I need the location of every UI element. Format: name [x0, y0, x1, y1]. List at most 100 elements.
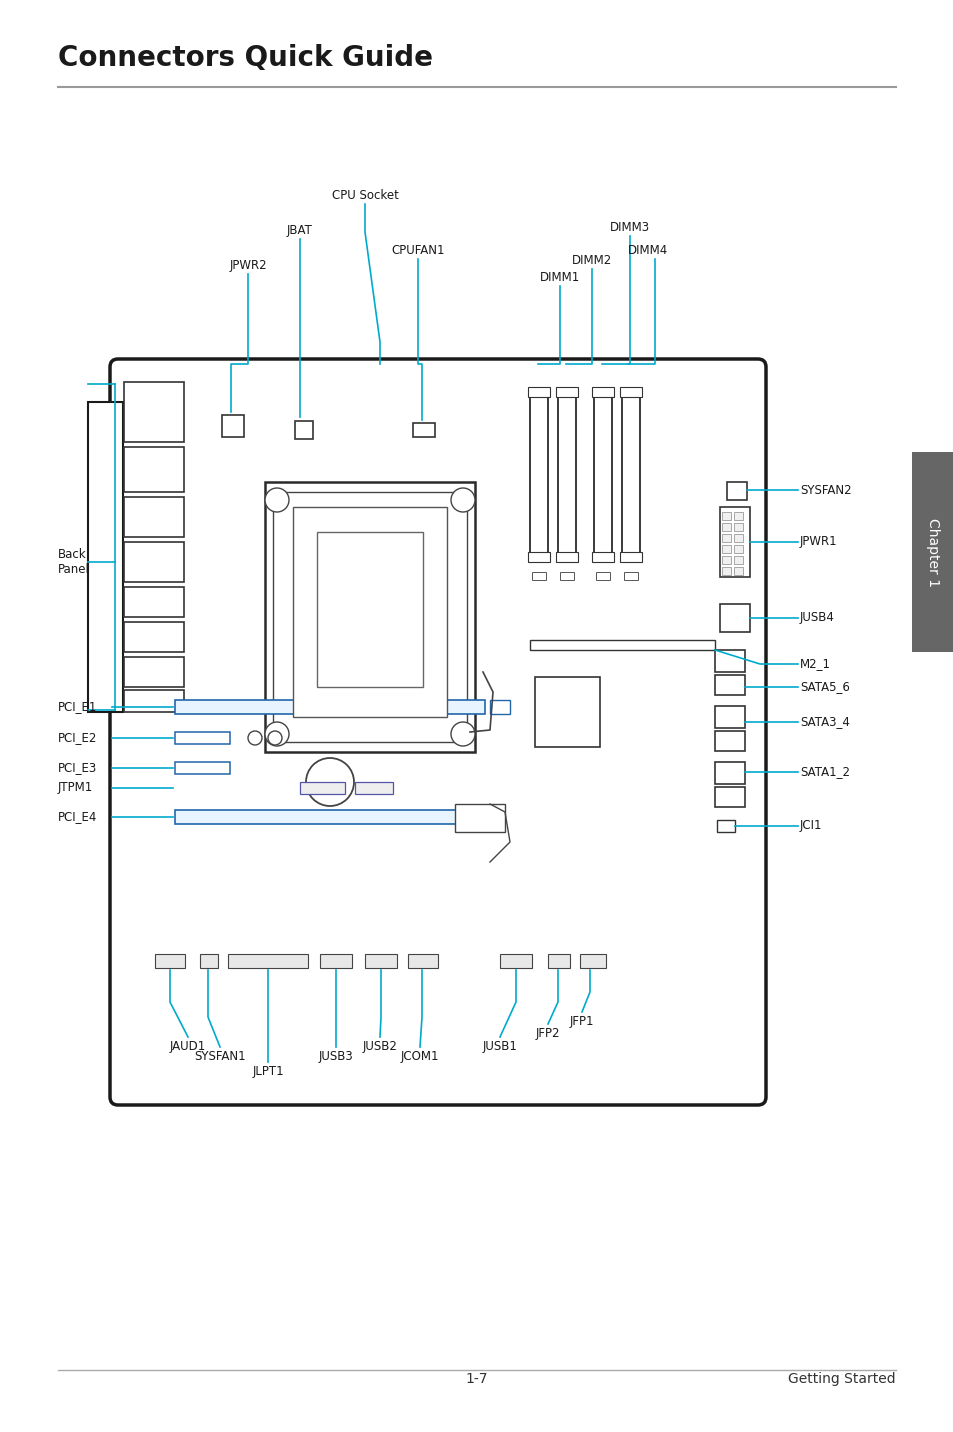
Bar	[714, 730, 744, 750]
Text: JUSB3: JUSB3	[318, 1050, 353, 1063]
Text: JUSB4: JUSB4	[800, 611, 834, 624]
Bar	[530, 392, 547, 561]
Bar	[200, 954, 218, 968]
Text: Connectors Quick Guide: Connectors Quick Guide	[58, 44, 433, 72]
Bar	[124, 621, 184, 652]
Text: PCI_E3: PCI_E3	[58, 762, 97, 775]
Text: DIMM2: DIMM2	[571, 253, 612, 266]
Circle shape	[451, 722, 475, 746]
Bar	[124, 382, 184, 442]
Text: JUSB1: JUSB1	[482, 1040, 517, 1053]
Bar	[721, 523, 730, 531]
Text: SYSFAN2: SYSFAN2	[800, 484, 851, 497]
Bar	[174, 811, 484, 823]
Bar	[294, 421, 313, 440]
Bar	[720, 604, 749, 632]
Circle shape	[451, 488, 475, 513]
Bar	[733, 546, 742, 553]
Bar	[558, 392, 576, 561]
Text: SATA1_2: SATA1_2	[800, 766, 849, 779]
Bar	[319, 954, 352, 968]
Text: JUSB2: JUSB2	[362, 1040, 397, 1053]
Bar	[88, 402, 123, 712]
Bar	[594, 392, 612, 561]
Bar	[490, 700, 510, 715]
Circle shape	[265, 488, 289, 513]
Text: DIMM4: DIMM4	[627, 243, 667, 256]
Bar	[714, 706, 744, 727]
Bar	[619, 387, 641, 397]
Bar	[592, 551, 614, 561]
Bar	[714, 788, 744, 808]
Bar	[527, 551, 550, 561]
Text: CPUFAN1: CPUFAN1	[391, 243, 444, 256]
Bar	[714, 674, 744, 695]
Bar	[124, 541, 184, 581]
Bar	[365, 954, 396, 968]
Bar	[222, 415, 244, 437]
Circle shape	[265, 722, 289, 746]
Bar	[499, 954, 532, 968]
Text: JFP2: JFP2	[536, 1027, 559, 1040]
Text: JFP1: JFP1	[569, 1015, 594, 1028]
Text: Back
Panel: Back Panel	[58, 548, 90, 576]
Bar	[721, 567, 730, 576]
Text: JTPM1: JTPM1	[58, 782, 93, 795]
Bar	[532, 571, 545, 580]
Bar	[721, 534, 730, 541]
Text: DIMM3: DIMM3	[609, 221, 649, 233]
Bar	[733, 523, 742, 531]
Bar	[721, 546, 730, 553]
Bar	[733, 567, 742, 576]
Text: SATA3_4: SATA3_4	[800, 716, 849, 729]
Bar	[124, 447, 184, 493]
Bar	[733, 556, 742, 564]
Text: Chapter 1: Chapter 1	[925, 517, 939, 587]
Bar	[717, 821, 734, 832]
Text: SATA5_6: SATA5_6	[800, 680, 849, 693]
Bar	[714, 650, 744, 672]
Circle shape	[306, 758, 354, 806]
Text: SYSFAN1: SYSFAN1	[194, 1050, 246, 1063]
Bar	[547, 954, 569, 968]
Bar	[124, 690, 184, 712]
Bar	[413, 422, 435, 437]
Bar	[721, 556, 730, 564]
Bar	[265, 483, 475, 752]
Text: JBAT: JBAT	[287, 223, 313, 238]
Text: CPU Socket: CPU Socket	[332, 189, 398, 202]
Text: JPWR1: JPWR1	[800, 536, 837, 548]
Bar	[726, 483, 746, 500]
Bar	[556, 387, 578, 397]
Bar	[623, 571, 638, 580]
Bar	[124, 657, 184, 687]
Bar	[535, 677, 599, 748]
Bar	[733, 534, 742, 541]
Bar	[619, 551, 641, 561]
Bar	[273, 493, 467, 742]
Bar	[174, 700, 484, 715]
Text: JLPT1: JLPT1	[252, 1065, 283, 1078]
Bar	[124, 587, 184, 617]
Bar	[596, 571, 609, 580]
Text: DIMM1: DIMM1	[539, 271, 579, 284]
Text: Getting Started: Getting Started	[787, 1372, 895, 1386]
Bar	[124, 497, 184, 537]
Text: 1-7: 1-7	[465, 1372, 488, 1386]
Bar	[408, 954, 437, 968]
Bar	[174, 762, 230, 775]
Bar	[733, 513, 742, 520]
Bar	[621, 392, 639, 561]
Bar	[174, 732, 230, 745]
FancyBboxPatch shape	[110, 359, 765, 1106]
Bar	[721, 513, 730, 520]
Bar	[592, 387, 614, 397]
Bar	[527, 387, 550, 397]
Text: JCI1: JCI1	[800, 819, 821, 832]
Text: JAUD1: JAUD1	[170, 1040, 206, 1053]
Bar	[579, 954, 605, 968]
Bar	[316, 533, 422, 687]
Bar	[455, 803, 504, 832]
Bar	[559, 571, 574, 580]
Bar	[530, 640, 714, 650]
